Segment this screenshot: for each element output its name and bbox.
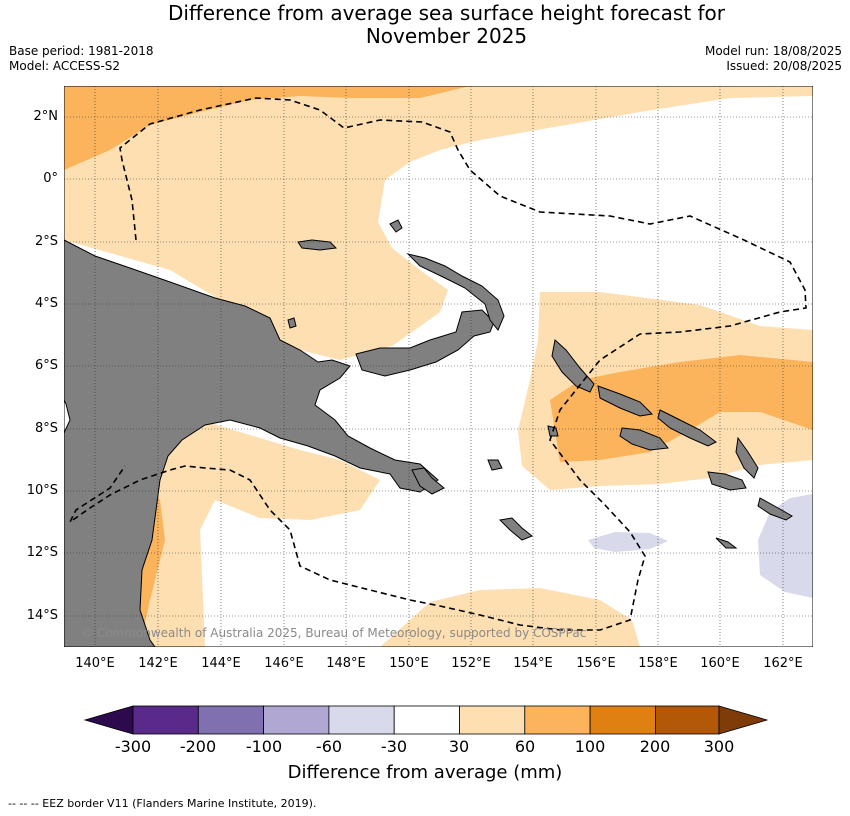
colorbar-bin-1 bbox=[132, 705, 199, 735]
meta-right: Model run: 18/08/2025 Issued: 20/08/2025 bbox=[705, 44, 842, 74]
map-title: Difference from average sea surface heig… bbox=[0, 2, 850, 48]
colorbar-tick-label: -300 bbox=[114, 737, 152, 756]
colorbar-tick-label: 60 bbox=[514, 737, 536, 756]
colorbar-tick-label: 200 bbox=[639, 737, 671, 756]
eez-footnote: -- -- -- EEZ border V11 (Flanders Marine… bbox=[8, 797, 317, 810]
new-britain-island bbox=[355, 309, 495, 377]
lon-label: 144°E bbox=[201, 656, 241, 671]
anomaly-60-100-east bbox=[550, 355, 813, 462]
issued-date: Issued: 20/08/2025 bbox=[726, 59, 842, 73]
anomaly-neg-30-60-east bbox=[758, 494, 813, 598]
colorbar-bin-3 bbox=[263, 705, 330, 735]
meta-left: Base period: 1981-2018 Model: ACCESS-S2 bbox=[9, 44, 154, 74]
colorbar bbox=[83, 705, 769, 735]
lon-label: 150°E bbox=[389, 656, 429, 671]
lon-label: 142°E bbox=[138, 656, 178, 671]
anomaly-30-60-north bbox=[64, 86, 813, 360]
map-gridlines bbox=[64, 86, 813, 647]
lon-label: 146°E bbox=[264, 656, 304, 671]
lat-label: 12°S bbox=[26, 545, 58, 560]
guadalcanal-island bbox=[619, 427, 669, 451]
lat-label: 0° bbox=[43, 171, 58, 186]
lat-label: 6°S bbox=[34, 358, 58, 373]
anomaly-30-60-south bbox=[380, 588, 640, 647]
lat-label: 2°N bbox=[33, 109, 59, 124]
lon-label: 160°E bbox=[700, 656, 740, 671]
makira-island bbox=[707, 471, 747, 491]
lon-label: 156°E bbox=[576, 656, 616, 671]
colorbar-label: Difference from average (mm) bbox=[287, 762, 563, 783]
colorbar-tick-label: -60 bbox=[315, 737, 343, 756]
colorbar-tick-label: 300 bbox=[703, 737, 735, 756]
lat-label: 8°S bbox=[34, 421, 58, 436]
bougainville-island bbox=[551, 339, 595, 393]
model-run: Model run: 18/08/2025 bbox=[704, 44, 842, 58]
colorbar-tick-label: 30 bbox=[448, 737, 470, 756]
anomaly-neg-30-60-central bbox=[588, 532, 668, 552]
lon-label: 158°E bbox=[638, 656, 678, 671]
colorbar-bin-9 bbox=[655, 705, 720, 735]
base-period: Base period: 1981-2018 bbox=[9, 44, 154, 58]
malaita-island bbox=[735, 436, 759, 479]
lon-label: 152°E bbox=[451, 656, 491, 671]
lat-label: 4°S bbox=[34, 296, 58, 311]
new-ireland-island bbox=[406, 253, 505, 331]
title-line-2: November 2025 bbox=[365, 24, 528, 48]
lon-label: 148°E bbox=[326, 656, 366, 671]
colorbar-tick-label: -100 bbox=[245, 737, 283, 756]
colorbar-bin-5 bbox=[393, 705, 460, 735]
colorbar-bin-7 bbox=[524, 705, 591, 735]
colorbar-bin-4 bbox=[328, 705, 395, 735]
colorbar-bin-8 bbox=[589, 705, 656, 735]
new-guinea-land bbox=[64, 239, 439, 647]
lon-label: 140°E bbox=[75, 656, 115, 671]
lon-label: 154°E bbox=[513, 656, 553, 671]
colorbar-high-extend bbox=[718, 705, 769, 735]
colorbar-low-extend bbox=[83, 705, 134, 735]
colorbar-bin-2 bbox=[197, 705, 265, 735]
lat-label: 14°S bbox=[26, 608, 58, 623]
lat-label: 2°S bbox=[34, 234, 58, 249]
choiseul-island bbox=[597, 385, 654, 417]
small-islands bbox=[287, 219, 738, 549]
title-line-1: Difference from average sea surface heig… bbox=[167, 1, 726, 25]
santa-isabel-island bbox=[657, 409, 717, 447]
anomaly-60-100-north bbox=[64, 86, 470, 170]
model-name: Model: ACCESS-S2 bbox=[9, 59, 121, 73]
colorbar-tick-label: 100 bbox=[574, 737, 606, 756]
copyright-notice: © Commonwealth of Australia 2025, Bureau… bbox=[81, 626, 587, 640]
colorbar-tick-label: -30 bbox=[380, 737, 408, 756]
vanuatu-island bbox=[757, 497, 793, 521]
colorbar-tick-label: -200 bbox=[179, 737, 217, 756]
colorbar-bin-6 bbox=[459, 705, 526, 735]
manus-island bbox=[297, 239, 338, 251]
lat-label: 10°S bbox=[26, 483, 58, 498]
lon-label: 162°E bbox=[763, 656, 803, 671]
